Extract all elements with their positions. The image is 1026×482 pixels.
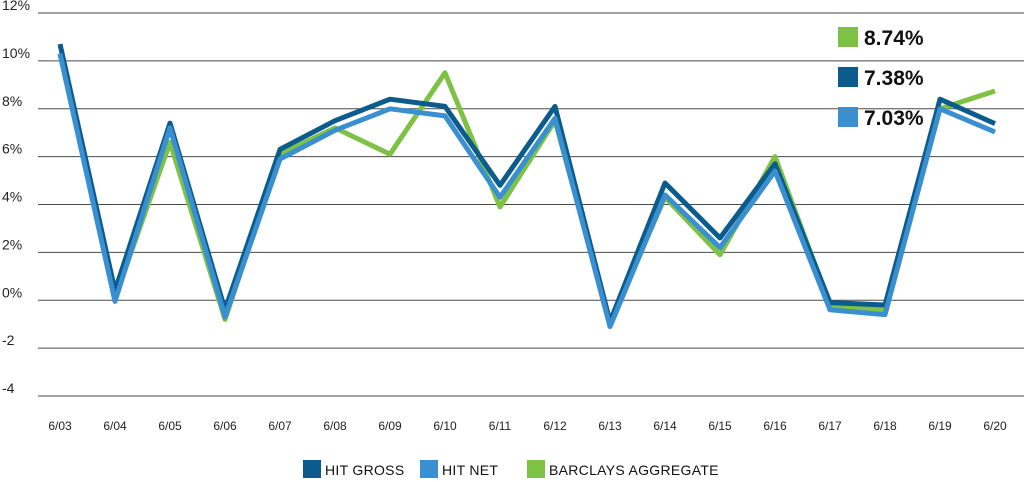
- x-tick-label: 6/14: [653, 419, 677, 433]
- legend: HIT GROSS HIT NET BARCLAYS AGGREGATE: [303, 460, 719, 478]
- end-value-callouts: 8.74% 7.38% 7.03%: [838, 27, 924, 130]
- callout-swatch: [838, 107, 858, 127]
- y-tick-label: 0%: [2, 284, 22, 300]
- legend-swatch: [420, 460, 438, 478]
- series-line-hit-net: [57, 53, 996, 330]
- x-tick-label: 6/05: [158, 419, 182, 433]
- y-tick-label: -4: [2, 380, 15, 396]
- callout-value: 7.38%: [864, 67, 924, 90]
- y-tick-label: -2: [2, 332, 15, 348]
- legend-label: HIT NET: [442, 462, 498, 478]
- x-tick-label: 6/03: [48, 419, 72, 433]
- x-tick-label: 6/13: [598, 419, 622, 433]
- callout-swatch: [838, 67, 858, 87]
- y-tick-label: 12%: [2, 0, 30, 13]
- x-tick-label: 6/17: [818, 419, 842, 433]
- x-tick-label: 6/18: [873, 419, 897, 433]
- legend-swatch: [303, 460, 321, 478]
- y-tick-label: 2%: [2, 236, 22, 252]
- callout-swatch: [838, 27, 858, 47]
- y-tick-label: 10%: [2, 45, 30, 61]
- y-tick-label: 8%: [2, 93, 22, 109]
- y-axis-ticks: 12% 10% 8% 6% 4% 2% 0% -2 -4: [2, 0, 30, 396]
- x-tick-label: 6/19: [928, 419, 952, 433]
- x-axis-ticks: 6/03 6/04 6/05 6/06 6/07 6/08 6/09 6/10 6/11 6/12…: [48, 419, 1007, 433]
- legend-label: BARCLAYS AGGREGATE: [549, 462, 719, 478]
- x-tick-label: 6/16: [763, 419, 787, 433]
- x-tick-label: 6/10: [433, 419, 457, 433]
- callout-value: 7.03%: [864, 107, 924, 130]
- series-line-barclays-aggregate: [57, 53, 996, 325]
- y-tick-label: 6%: [2, 141, 22, 157]
- x-tick-label: 6/08: [323, 419, 347, 433]
- x-tick-label: 6/15: [708, 419, 732, 433]
- x-tick-label: 6/04: [103, 419, 127, 433]
- x-tick-label: 6/07: [268, 419, 292, 433]
- x-tick-label: 6/09: [378, 419, 402, 433]
- legend-swatch: [527, 460, 545, 478]
- y-tick-label: 4%: [2, 189, 22, 205]
- x-tick-label: 6/20: [983, 419, 1007, 433]
- callout-value: 8.74%: [864, 27, 924, 50]
- x-tick-label: 6/12: [543, 419, 567, 433]
- x-tick-label: 6/06: [213, 419, 237, 433]
- x-tick-label: 6/11: [489, 419, 512, 433]
- series-lines: [57, 43, 997, 330]
- legend-label: HIT GROSS: [325, 462, 404, 478]
